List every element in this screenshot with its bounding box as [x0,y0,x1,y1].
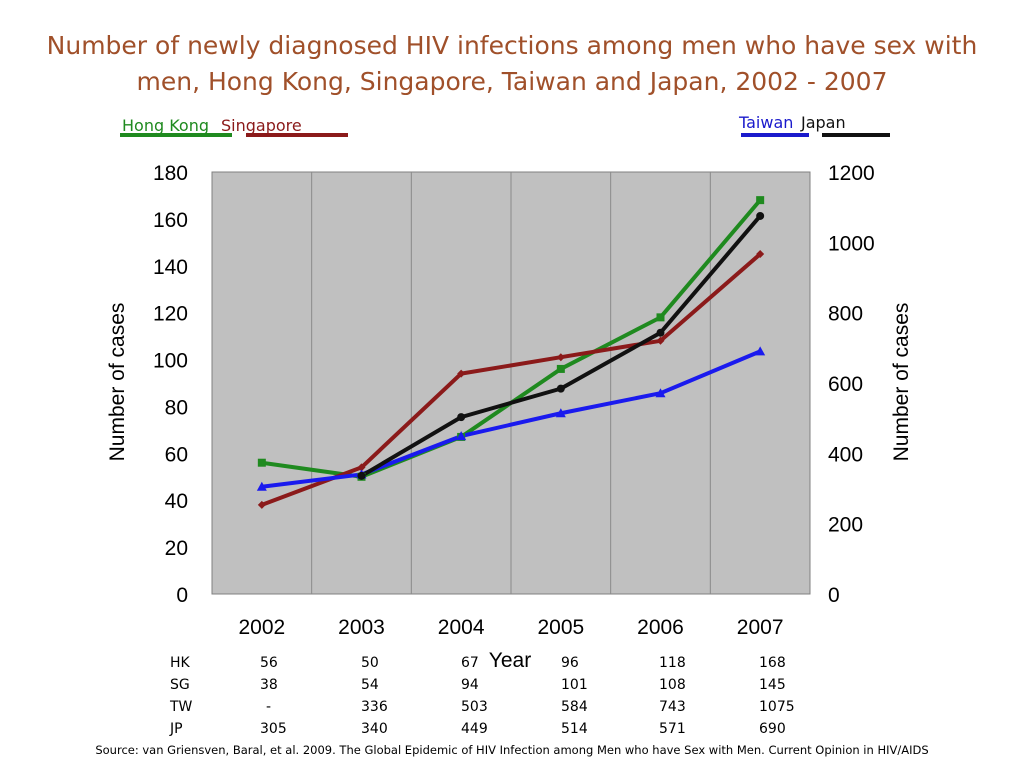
y-tick-label-left: 180 [153,162,188,185]
data-point-taiwan [755,346,766,356]
series-line-taiwan [261,349,761,489]
y-tick-label-right: 1000 [828,232,875,255]
table-cell: 449 [461,721,488,737]
table-row-label: HK [170,655,190,671]
legend-hong-kong: Hong Kong [122,116,209,135]
table-cell: 168 [759,655,786,671]
y-tick-label-left: 140 [153,256,188,279]
x-tick-label: 2006 [637,616,684,639]
table-row: SG 38 54 94 101 108 145 [158,674,819,696]
x-tick-label: 2005 [537,616,584,639]
x-tick-label: 2003 [338,616,385,639]
legend-singapore: Singapore [221,116,302,135]
table-cell: 54 [361,677,379,693]
table-cell: 94 [461,677,479,693]
table-row: TW - 336 503 584 743 1075 [158,696,819,718]
data-point-taiwan [655,388,666,398]
data-point-japan [357,471,366,480]
table-row: HK 56 50 67 96 118 168 [158,652,819,674]
table-cell: 96 [561,655,579,671]
x-tick-label: 2007 [737,616,784,639]
table-cell: 503 [461,699,488,715]
legend-line-singapore [246,133,348,137]
data-point-japan [756,211,765,220]
chart-title: Number of newly diagnosed HIV infections… [46,31,978,96]
table-cell: 743 [659,699,686,715]
table-cell: 340 [361,721,388,737]
y-axis-title-left: Number of cases [106,303,129,462]
y-tick-label-left: 0 [176,584,188,607]
y-axis-title-right: Number of cases [890,303,913,462]
data-point-singapore [756,250,765,259]
y-tick-label-left: 160 [153,209,188,232]
table-cell: 571 [659,721,686,737]
legend-taiwan: Taiwan [739,113,794,132]
y-tick-label-right: 400 [828,443,863,466]
y-tick-label-left: 80 [165,396,188,419]
y-tick-label-right: 200 [828,514,863,537]
table-cell: 584 [561,699,588,715]
y-tick-label-left: 120 [153,303,188,326]
table-cell: 50 [361,655,379,671]
data-point-hong-kong [257,458,266,467]
table-cell: 38 [260,677,278,693]
table-cell: 108 [659,677,686,693]
y-tick-label-left: 40 [165,490,188,513]
table-cell: 1075 [759,699,795,715]
y-tick-label-right: 800 [828,303,863,326]
legend-line-japan [822,133,890,137]
data-point-taiwan [256,481,267,491]
x-axis-title: Year [489,649,531,672]
table-cell: 67 [461,655,479,671]
data-point-singapore [556,353,565,362]
data-point-japan [556,384,565,393]
data-point-hong-kong [556,364,565,373]
table-cell: 305 [260,721,287,737]
x-tick-label: 2004 [438,616,485,639]
y-tick-label-right: 0 [828,584,840,607]
data-point-singapore [257,500,266,509]
table-cell: - [266,699,272,715]
data-point-japan [457,413,466,422]
source-note: Source: van Griensven, Baral, et al. 200… [95,743,929,757]
data-table: HK 56 50 67 96 118 168 SG 38 54 94 101 108 145 TW - 336 5… [158,652,819,740]
data-point-singapore [457,369,466,378]
y-tick-label-left: 20 [165,537,188,560]
data-point-taiwan [456,431,467,441]
y-tick-label-left: 60 [165,443,188,466]
table-cell: 101 [561,677,588,693]
y-tick-label-right: 1200 [828,162,875,185]
y-tick-label-right: 600 [828,373,863,396]
table-cell: 514 [561,721,588,737]
legend-japan: Japan [801,113,846,132]
series-line-singapore [261,252,762,507]
table-cell: 145 [759,677,786,693]
y-tick-label-left: 100 [153,350,188,373]
data-point-hong-kong [656,313,665,322]
data-point-singapore [357,463,366,472]
legend-line-hong-kong [120,133,232,137]
table-row-label: JP [170,721,183,737]
line-chart: 0 20 40 60 80 100 120 140 160 180 0 200 400 600 800 10… [106,162,913,672]
table-cell: 118 [659,655,686,671]
data-point-japan [656,328,665,337]
table-row: JP 305 340 449 514 571 690 [158,718,819,740]
data-point-hong-kong [756,196,765,205]
table-cell: 56 [260,655,278,671]
table-cell: 690 [759,721,786,737]
table-row-label: SG [170,677,190,693]
x-tick-label: 2002 [238,616,285,639]
table-cell: 336 [361,699,388,715]
data-point-singapore [656,336,665,345]
data-point-taiwan [555,408,566,418]
legend-line-taiwan [741,133,809,137]
table-row-label: TW [170,699,193,715]
